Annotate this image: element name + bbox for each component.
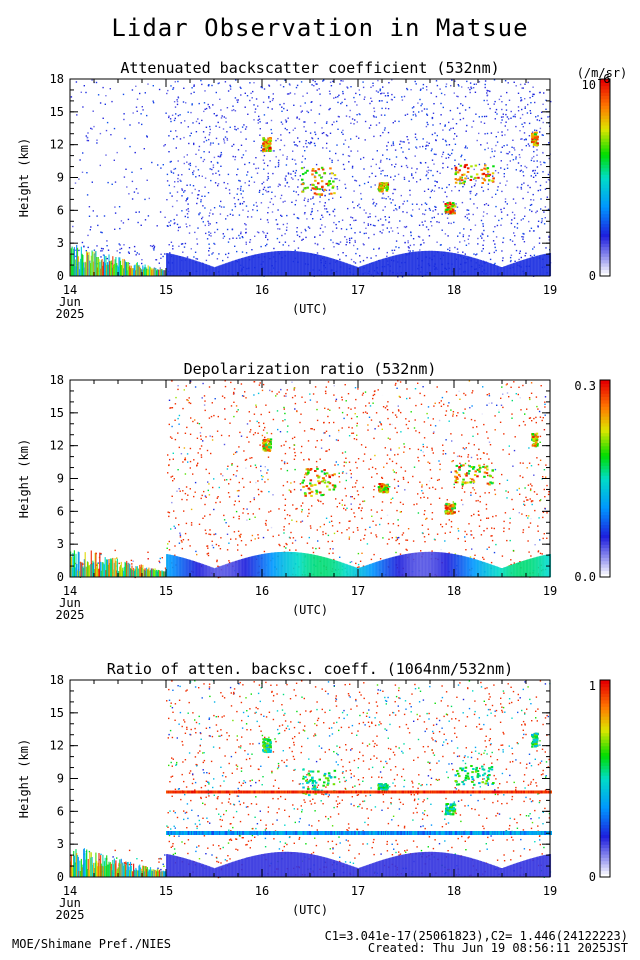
y-tick-label: 0 [57, 269, 64, 283]
x-tick-label: 16 [255, 584, 269, 598]
colorbar [599, 78, 611, 277]
chart-title: Attenuated backscatter coefficient (532n… [120, 59, 499, 77]
x-tick-label: 18 [447, 884, 461, 898]
x-tick-label: 19 [543, 884, 557, 898]
y-tick-label: 3 [57, 537, 64, 551]
x-date-year: 2025 [56, 908, 85, 922]
colorbar-max-label: 1 [589, 679, 596, 693]
y-tick-label: 18 [50, 373, 64, 387]
y-tick-label: 15 [50, 406, 64, 420]
x-date-month: Jun [59, 596, 81, 610]
x-tick-label: 18 [447, 283, 461, 297]
colorbar-max-label: 10 [582, 78, 596, 92]
colorbar [599, 679, 611, 878]
x-tick-label: 14 [63, 283, 77, 297]
x-tick-label: 19 [543, 283, 557, 297]
x-date-year: 2025 [56, 307, 85, 321]
y-tick-label: 18 [50, 72, 64, 86]
x-tick-label: 15 [159, 283, 173, 297]
x-tick-label: 16 [255, 884, 269, 898]
colorbar-exponent: -6 [596, 72, 610, 86]
x-tick-label: 18 [447, 584, 461, 598]
chart-panel-1: Attenuated backscatter coefficient (532n… [17, 59, 611, 278]
x-axis-label: (UTC) [292, 603, 328, 617]
x-tick-label: 15 [159, 884, 173, 898]
y-tick-label: 3 [57, 236, 64, 250]
footer-created: Created: Thu Jun 19 08:56:11 2025JST [367, 941, 628, 955]
y-axis-label: Height (km) [17, 138, 31, 217]
x-date-month: Jun [59, 896, 81, 910]
colorbar-unit: (/m/sr) [577, 66, 628, 80]
colorbar [599, 379, 611, 578]
chart-panel-3: Ratio of atten. backsc. coeff. (1064nm/5… [17, 660, 611, 879]
x-tick-label: 14 [63, 884, 77, 898]
footer-credit: MOE/Shimane Pref./NIES [12, 937, 171, 951]
y-tick-label: 15 [50, 706, 64, 720]
x-date-year: 2025 [56, 608, 85, 622]
y-tick-label: 0 [57, 570, 64, 584]
x-axis-label: (UTC) [292, 903, 328, 917]
x-tick-label: 14 [63, 584, 77, 598]
x-tick-label: 15 [159, 584, 173, 598]
colorbar-min-label: 0.0 [574, 570, 596, 584]
y-tick-label: 18 [50, 673, 64, 687]
plot-area [70, 380, 550, 577]
y-tick-label: 9 [57, 772, 64, 786]
data-field [70, 380, 552, 579]
chart-panel-2: Depolarization ratio (532nm) Height (km) [17, 360, 611, 579]
x-tick-label: 17 [351, 283, 365, 297]
colorbar-max-label: 0.3 [574, 379, 596, 393]
chart-title: Ratio of atten. backsc. coeff. (1064nm/5… [107, 660, 513, 678]
y-tick-label: 12 [50, 138, 64, 152]
chart-title: Depolarization ratio (532nm) [184, 360, 437, 378]
colorbar-min-label: 0 [589, 870, 596, 884]
x-tick-label: 19 [543, 584, 557, 598]
x-date-month: Jun [59, 295, 81, 309]
y-axis-label: Height (km) [17, 739, 31, 818]
y-tick-label: 9 [57, 472, 64, 486]
x-tick-label: 16 [255, 283, 269, 297]
page-title: Lidar Observation in Matsue [111, 14, 529, 42]
data-field [70, 79, 552, 278]
y-tick-label: 3 [57, 837, 64, 851]
y-tick-label: 0 [57, 870, 64, 884]
data-field [70, 680, 552, 879]
x-tick-label: 17 [351, 584, 365, 598]
y-tick-label: 15 [50, 105, 64, 119]
x-tick-label: 17 [351, 884, 365, 898]
y-tick-label: 6 [57, 203, 64, 217]
x-axis-label: (UTC) [292, 302, 328, 316]
y-axis-label: Height (km) [17, 439, 31, 518]
y-tick-label: 6 [57, 804, 64, 818]
plot-area [70, 79, 550, 276]
y-tick-label: 9 [57, 171, 64, 185]
y-tick-label: 12 [50, 739, 64, 753]
y-tick-label: 6 [57, 504, 64, 518]
y-tick-label: 12 [50, 439, 64, 453]
footer-calibration: C1=3.041e-17(25061823),C2= 1.446(2412222… [324, 929, 628, 943]
colorbar-min-label: 0 [589, 269, 596, 283]
plot-area [70, 680, 550, 877]
